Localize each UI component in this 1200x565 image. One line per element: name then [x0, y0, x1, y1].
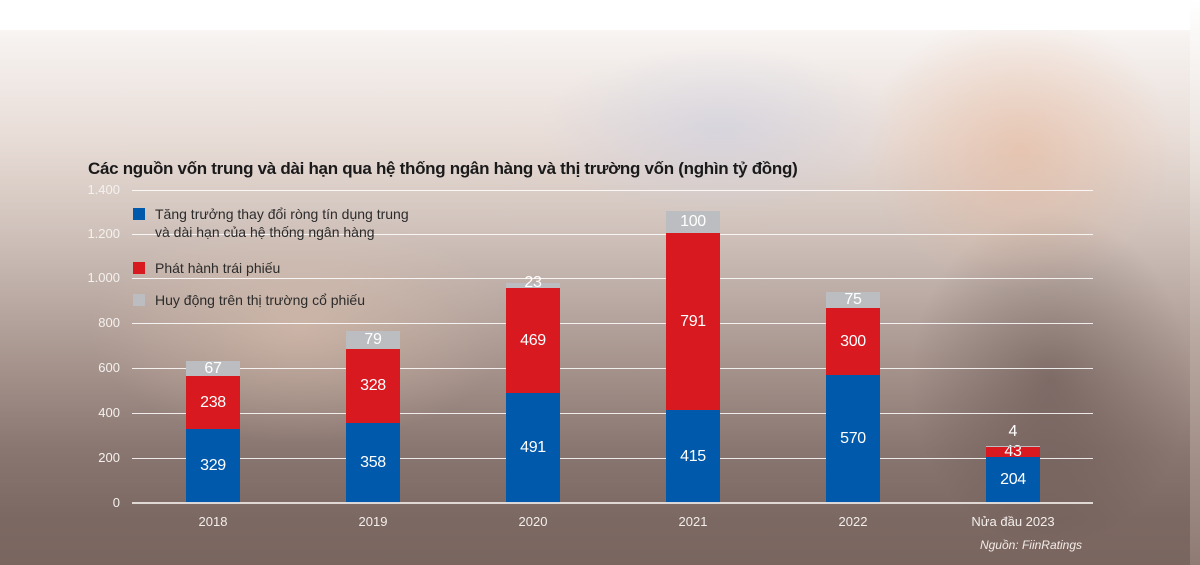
y-tick-800: 800: [98, 315, 120, 330]
bar-segment-stocks: 100: [666, 211, 720, 233]
source-note: Nguồn: FiinRatings: [979, 538, 1082, 552]
bar-segment-bonds: 300: [826, 308, 880, 375]
bar-segment-stocks: 75: [826, 291, 880, 308]
gridline: [132, 368, 1093, 369]
x-axis-line: [132, 502, 1093, 504]
x-label-2020: 2020: [518, 514, 548, 529]
gridline: [132, 458, 1093, 459]
y-tick-1000: 1.000: [87, 270, 120, 285]
x-label-2022: 2022: [838, 514, 868, 529]
legend-label: Tăng trưởng thay đổi ròng tín dụng trung: [155, 206, 409, 222]
legend-swatch-gray: [133, 294, 145, 306]
y-tick-0: 0: [112, 495, 120, 510]
x-label-h1-2023: Nửa đầu 2023: [971, 514, 1055, 529]
bar-segment-bonds: 43: [986, 443, 1040, 460]
gridline: [132, 234, 1093, 235]
right-edge: [1190, 0, 1200, 565]
legend-label: Phát hành trái phiếu: [155, 260, 281, 276]
x-label-2019: 2019: [358, 514, 388, 529]
gridline: [132, 278, 1093, 279]
bar-segment-credit: 204: [986, 457, 1040, 503]
bar-value-label: 23: [524, 274, 542, 291]
legend-swatch-blue: [133, 208, 145, 220]
bar-segment-bonds: 791: [666, 233, 720, 410]
bar-segment-credit: 415: [666, 410, 720, 503]
legend-item-stocks: Huy động trên thị trường cổ phiếu: [133, 291, 365, 309]
bar-value-label: 43: [1004, 443, 1022, 460]
bar-segment-credit: 570: [826, 375, 880, 503]
y-tick-1400: 1.400: [87, 182, 120, 197]
y-tick-400: 400: [98, 405, 120, 420]
bar-segment-stocks: [986, 446, 1040, 447]
bar-segment-stocks: 79: [346, 331, 400, 349]
legend-item-credit: Tăng trưởng thay đổi ròng tín dụng trung…: [133, 205, 409, 241]
y-tick-600: 600: [98, 360, 120, 375]
bar-segment-stocks: 67: [186, 360, 240, 377]
legend-swatch-red: [133, 262, 145, 274]
gridline: [132, 190, 1093, 191]
gridline: [132, 413, 1093, 414]
legend-label: Huy động trên thị trường cổ phiếu: [155, 292, 366, 308]
bar-segment-credit: 329: [186, 429, 240, 503]
bar-segment-bonds: 469: [506, 288, 560, 393]
bar-segment-credit: 358: [346, 423, 400, 503]
bar-segment-bonds: 328: [346, 349, 400, 423]
legend-label: và dài hạn của hệ thống ngân hàng: [155, 224, 375, 240]
bar-segment-credit: 491: [506, 393, 560, 503]
x-label-2021: 2021: [678, 514, 708, 529]
bar-segment-bonds: 238: [186, 376, 240, 429]
bar-segment-stocks: 23: [506, 274, 560, 291]
bar-value-label: 4: [1008, 423, 1018, 440]
legend-item-bonds: Phát hành trái phiếu: [133, 259, 280, 277]
gridline: [132, 323, 1093, 324]
top-margin: [0, 0, 1200, 30]
y-tick-200: 200: [98, 450, 120, 465]
x-label-2018: 2018: [198, 514, 228, 529]
y-tick-1200: 1.200: [87, 226, 120, 241]
chart-title: Các nguồn vốn trung và dài hạn qua hệ th…: [88, 159, 798, 178]
